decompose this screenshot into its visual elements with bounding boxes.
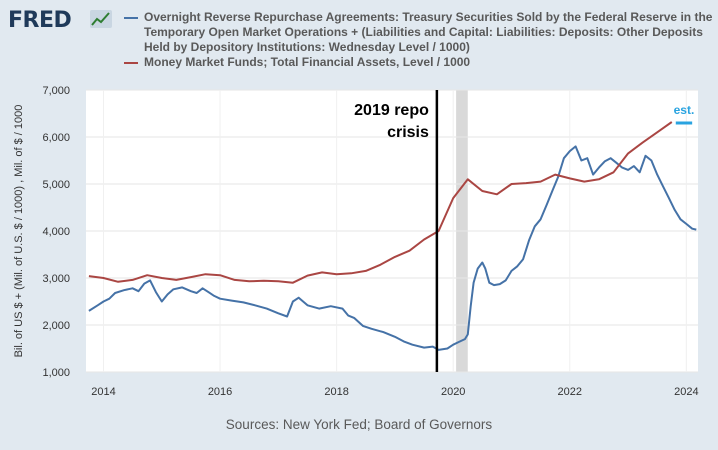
y-tick-label: 7,000 — [42, 85, 70, 97]
y-axis-label: Bil. of US $ + (Mil. of U.S. $ / 1000) ,… — [13, 105, 25, 358]
x-tick-label: 2020 — [441, 386, 465, 398]
estimate-label: est. — [674, 103, 695, 117]
x-tick-label: 2022 — [558, 386, 582, 398]
legend-item-money-market: Money Market Funds; Total Financial Asse… — [124, 55, 714, 70]
legend-swatch-money-market — [124, 62, 138, 64]
x-tick-label: 2024 — [674, 386, 698, 398]
series-line-reverse-repo — [88, 145, 697, 351]
series-line-money-market — [88, 121, 673, 284]
x-tick-label: 2016 — [208, 386, 232, 398]
legend-swatch-reverse-repo — [124, 17, 138, 19]
y-tick-label: 6,000 — [42, 132, 70, 144]
legend-label-money-market: Money Market Funds; Total Financial Asse… — [144, 55, 471, 69]
fred-chart-icon — [90, 10, 112, 28]
legend-label-reverse-repo: Overnight Reverse Repurchase Agreements:… — [144, 10, 713, 54]
y-tick-label: 2,000 — [42, 320, 70, 332]
legend-item-reverse-repo: Overnight Reverse Repurchase Agreements:… — [124, 10, 714, 55]
legend: Overnight Reverse Repurchase Agreements:… — [124, 10, 714, 70]
y-tick-label: 4,000 — [42, 226, 70, 238]
y-tick-label: 1,000 — [42, 367, 70, 379]
annotation-text: crisis — [387, 124, 429, 141]
x-tick-label: 2018 — [324, 386, 348, 398]
annotation-text: 2019 repo — [354, 102, 429, 119]
y-tick-label: 3,000 — [42, 273, 70, 285]
x-tick-label: 2014 — [91, 386, 115, 398]
fred-logo[interactable]: FRED — [8, 8, 72, 33]
y-tick-label: 5,000 — [42, 179, 70, 191]
source-note: Sources: New York Fed; Board of Governor… — [225, 417, 493, 432]
